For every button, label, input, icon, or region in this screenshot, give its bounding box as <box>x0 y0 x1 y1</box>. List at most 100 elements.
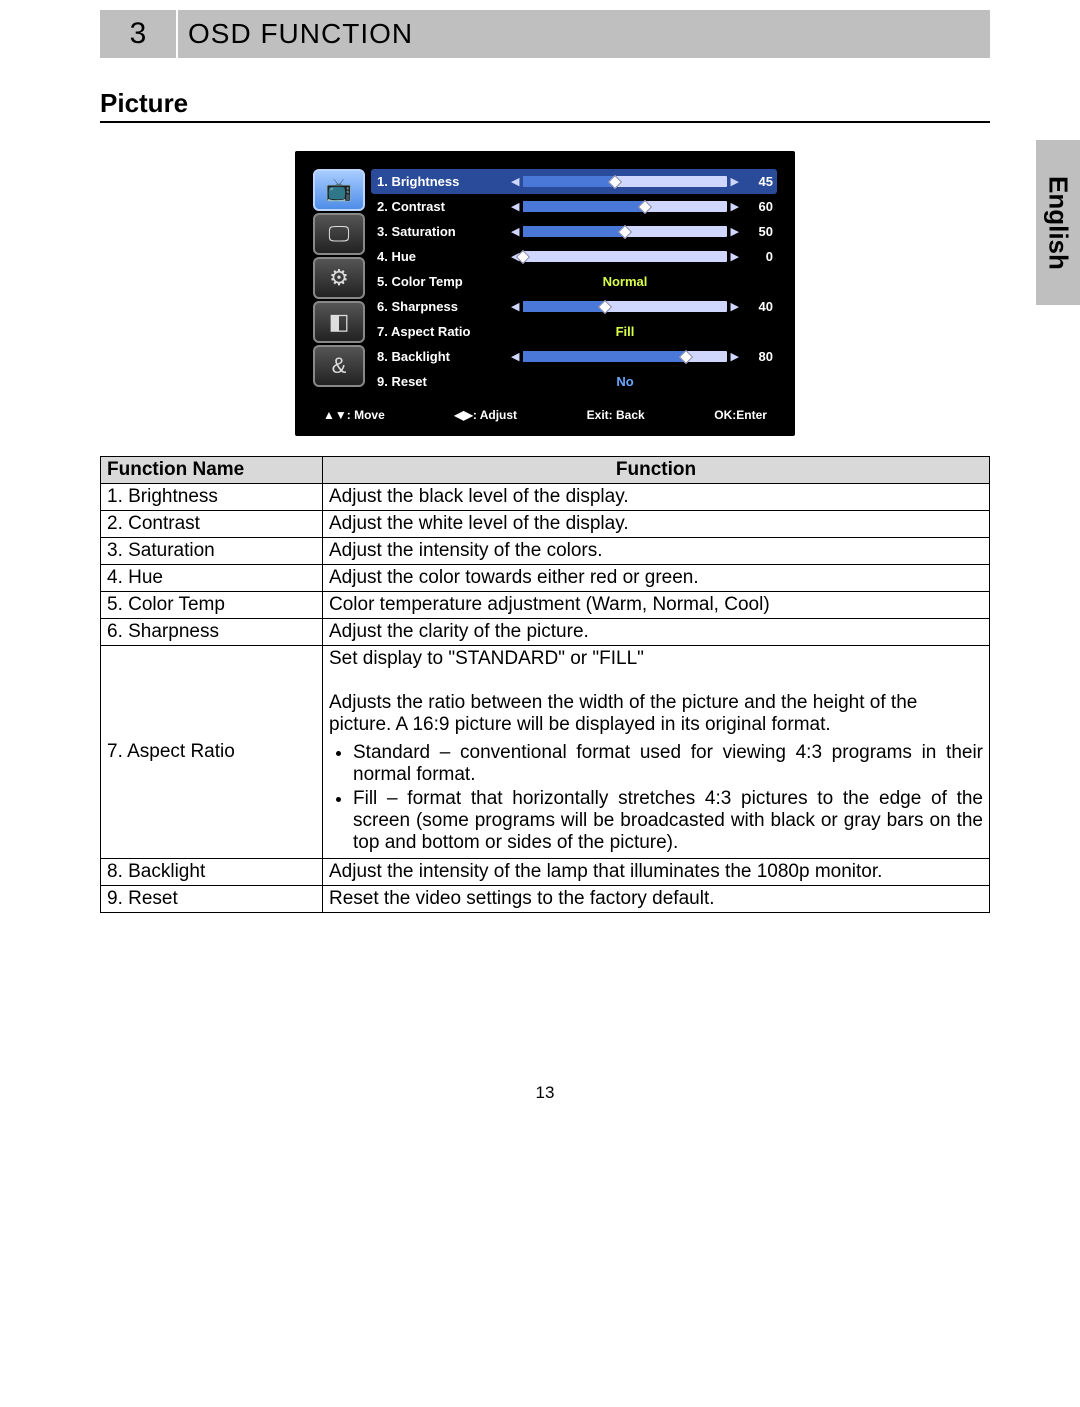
osd-slider-value: 45 <box>743 174 777 189</box>
osd-item-value: ◀ ▶ 40 <box>511 299 777 314</box>
osd-menu-item: 9. ResetNo <box>371 369 777 394</box>
osd-hint: ◀▶: Adjust <box>454 408 517 422</box>
osd-nav-icon: ◧ <box>313 301 365 343</box>
osd-menu-item: 5. Color TempNormal <box>371 269 777 294</box>
osd-slider <box>523 201 726 212</box>
func-desc-cell: Color temperature adjustment (Warm, Norm… <box>323 592 990 619</box>
osd-item-label: 1. Brightness <box>371 174 511 189</box>
table-row: 3. SaturationAdjust the intensity of the… <box>101 538 990 565</box>
osd-item-label: 3. Saturation <box>371 224 511 239</box>
func-desc-cell: Adjust the clarity of the picture. <box>323 619 990 646</box>
func-desc-cell: Adjust the white level of the display. <box>323 511 990 538</box>
triangle-right-icon: ▶ <box>731 200 739 213</box>
triangle-right-icon: ▶ <box>731 300 739 313</box>
table-row: 5. Color TempColor temperature adjustmen… <box>101 592 990 619</box>
osd-menu-item: 6. Sharpness◀ ▶ 40 <box>371 294 777 319</box>
osd-slider-value: 60 <box>743 199 777 214</box>
osd-menu-item: 8. Backlight◀ ▶ 80 <box>371 344 777 369</box>
triangle-right-icon: ▶ <box>731 175 739 188</box>
section-title: Picture <box>100 88 990 123</box>
osd-item-label: 6. Sharpness <box>371 299 511 314</box>
osd-menu-item: 1. Brightness◀ ▶ 45 <box>371 169 777 194</box>
table-row: 8. BacklightAdjust the intensity of the … <box>101 859 990 886</box>
osd-item-value: ◀▶60 <box>511 199 777 214</box>
triangle-left-icon: ◀ <box>511 300 519 313</box>
func-name-cell: 1. Brightness <box>101 484 323 511</box>
osd-item-value: ◀▶0 <box>511 249 777 264</box>
func-desc-cell: Reset the video settings to the factory … <box>323 886 990 913</box>
func-name-cell: 3. Saturation <box>101 538 323 565</box>
table-header-func: Function <box>323 457 990 484</box>
triangle-left-icon: ◀ <box>511 350 519 363</box>
osd-slider <box>523 226 726 237</box>
chapter-number: 3 <box>100 10 178 58</box>
func-name-cell: 9. Reset <box>101 886 323 913</box>
osd-hint-bar: ▲▼: Move ◀▶: Adjust Exit: Back OK:Enter <box>313 408 777 428</box>
triangle-left-icon: ◀ <box>511 175 519 188</box>
osd-menu-item: 7. Aspect RatioFill <box>371 319 777 344</box>
osd-menu-item: 2. Contrast◀▶60 <box>371 194 777 219</box>
table-row: 9. ResetReset the video settings to the … <box>101 886 990 913</box>
osd-menu-item: 4. Hue◀▶0 <box>371 244 777 269</box>
osd-item-value: ◀ ▶ 80 <box>511 349 777 364</box>
osd-item-label: 2. Contrast <box>371 199 511 214</box>
osd-menu-item: 3. Saturation◀ ▶ 50 <box>371 219 777 244</box>
triangle-right-icon: ▶ <box>731 225 739 238</box>
osd-slider <box>523 301 726 312</box>
func-desc-cell: Adjust the intensity of the lamp that il… <box>323 859 990 886</box>
table-row: 4. HueAdjust the color towards either re… <box>101 565 990 592</box>
osd-text-value: Fill <box>511 324 739 339</box>
func-name-cell: 8. Backlight <box>101 859 323 886</box>
function-table: Function Name Function 1. BrightnessAdju… <box>100 456 990 913</box>
osd-hint: OK:Enter <box>714 408 767 422</box>
osd-item-value: Fill <box>511 324 777 339</box>
page-number: 13 <box>100 1083 990 1103</box>
osd-slider <box>523 176 726 187</box>
osd-item-label: 5. Color Temp <box>371 274 511 289</box>
func-desc-cell: Adjust the color towards either red or g… <box>323 565 990 592</box>
osd-item-value: ◀ ▶ 50 <box>511 224 777 239</box>
osd-item-value: Normal <box>511 274 777 289</box>
osd-slider-value: 80 <box>743 349 777 364</box>
osd-slider-value: 0 <box>743 249 777 264</box>
osd-slider <box>523 351 726 362</box>
osd-nav-icon: 🖵 <box>313 213 365 255</box>
func-name-cell: 2. Contrast <box>101 511 323 538</box>
triangle-right-icon: ▶ <box>731 250 739 263</box>
table-row: 7. Aspect RatioSet display to "STANDARD"… <box>101 646 990 859</box>
osd-hint: ▲▼: Move <box>323 408 385 422</box>
table-row: 6. SharpnessAdjust the clarity of the pi… <box>101 619 990 646</box>
osd-item-label: 9. Reset <box>371 374 511 389</box>
func-name-cell: 4. Hue <box>101 565 323 592</box>
osd-item-label: 8. Backlight <box>371 349 511 364</box>
osd-slider-value: 40 <box>743 299 777 314</box>
chapter-header: 3 OSD FUNCTION <box>100 10 990 58</box>
osd-nav-icon: & <box>313 345 365 387</box>
func-desc-cell: Set display to "STANDARD" or "FILL"Adjus… <box>323 646 990 859</box>
osd-item-label: 4. Hue <box>371 249 511 264</box>
func-name-cell: 6. Sharpness <box>101 619 323 646</box>
osd-item-label: 7. Aspect Ratio <box>371 324 511 339</box>
triangle-right-icon: ▶ <box>731 350 739 363</box>
osd-nav-column: 📺🖵⚙◧& <box>313 169 365 394</box>
osd-nav-icon: ⚙ <box>313 257 365 299</box>
osd-screenshot: 📺🖵⚙◧& 1. Brightness◀▶452. Contrast◀▶603.… <box>295 151 795 436</box>
osd-menu-list: 1. Brightness◀▶452. Contrast◀▶603. Satur… <box>371 169 777 394</box>
triangle-left-icon: ◀ <box>511 225 519 238</box>
table-row: 2. ContrastAdjust the white level of the… <box>101 511 990 538</box>
osd-slider <box>523 251 726 262</box>
osd-hint: Exit: Back <box>587 408 645 422</box>
osd-text-value: No <box>511 374 739 389</box>
func-desc-cell: Adjust the intensity of the colors. <box>323 538 990 565</box>
func-desc-cell: Adjust the black level of the display. <box>323 484 990 511</box>
table-header-name: Function Name <box>101 457 323 484</box>
func-name-cell: 5. Color Temp <box>101 592 323 619</box>
language-tab: English <box>1036 140 1080 305</box>
osd-item-value: No <box>511 374 777 389</box>
manual-page: 3 OSD FUNCTION English Picture 📺🖵⚙◧& 1. … <box>0 10 1080 1407</box>
osd-text-value: Normal <box>511 274 739 289</box>
chapter-title: OSD FUNCTION <box>178 10 990 58</box>
osd-slider-value: 50 <box>743 224 777 239</box>
func-name-cell: 7. Aspect Ratio <box>101 646 323 859</box>
table-row: 1. BrightnessAdjust the black level of t… <box>101 484 990 511</box>
